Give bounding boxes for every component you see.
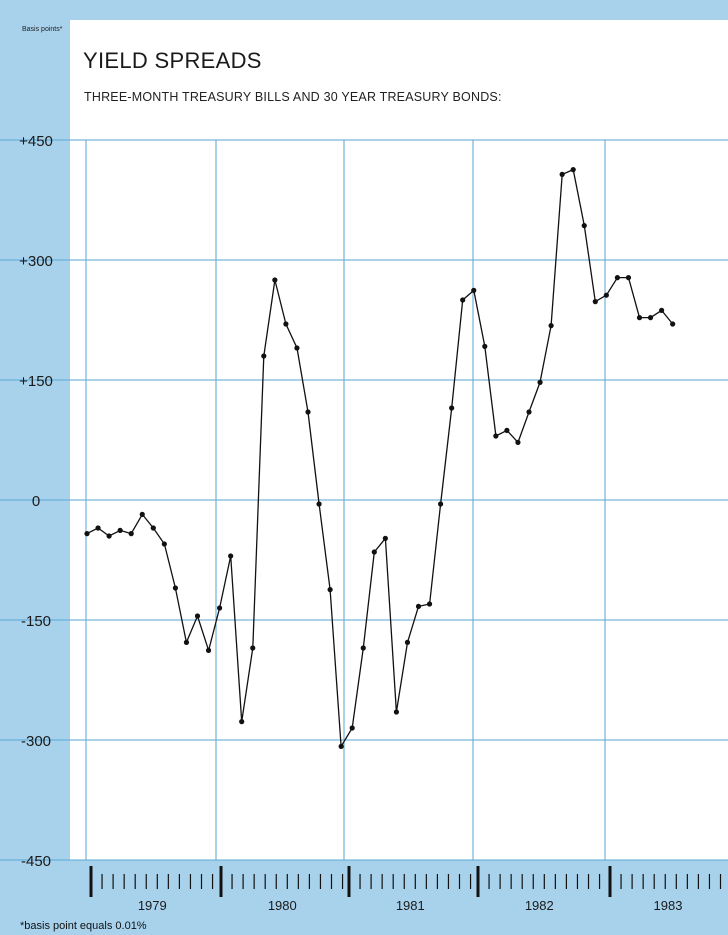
data-point xyxy=(482,343,488,349)
data-point xyxy=(139,511,145,517)
data-point xyxy=(537,379,543,385)
data-point xyxy=(228,553,234,559)
y-tick-label: -450 xyxy=(21,853,51,870)
data-point xyxy=(294,345,300,351)
data-point xyxy=(194,613,201,619)
grid xyxy=(0,139,728,861)
data-point xyxy=(360,645,366,651)
data-point xyxy=(636,315,643,321)
x-tick-label: 1979 xyxy=(138,898,167,913)
data-point xyxy=(460,297,466,303)
data-point xyxy=(217,605,223,611)
data-point xyxy=(205,647,212,654)
data-point xyxy=(239,719,245,725)
x-axis: 1979 1980 1981 1982 1983 xyxy=(89,866,722,913)
data-point xyxy=(172,585,178,591)
x-tick-label: 1981 xyxy=(396,898,425,913)
data-point xyxy=(95,525,101,531)
data-point xyxy=(250,645,256,651)
y-tick-label: -150 xyxy=(21,613,51,630)
data-point xyxy=(382,535,388,542)
y-tick-label: -300 xyxy=(21,733,51,750)
data-point xyxy=(338,743,344,750)
data-point xyxy=(371,549,377,555)
data-point xyxy=(438,501,444,507)
data-point xyxy=(415,603,422,610)
data-point xyxy=(261,353,267,359)
data-point xyxy=(515,439,521,445)
data-point xyxy=(316,501,322,507)
x-tick-label: 1982 xyxy=(525,898,554,913)
data-point xyxy=(559,171,565,177)
data-point xyxy=(625,275,632,281)
data-point xyxy=(659,307,665,313)
series-line xyxy=(86,168,674,749)
x-tick-label: 1983 xyxy=(654,898,683,913)
data-point xyxy=(493,433,499,439)
data-point xyxy=(106,533,112,539)
y-axis: +450 +300 +150 0 -150 -300 -450 xyxy=(19,133,53,870)
y-tick-label: 0 xyxy=(32,493,40,510)
data-point xyxy=(404,639,411,646)
data-point xyxy=(393,709,399,715)
data-point xyxy=(349,725,355,731)
chart-panel xyxy=(70,20,728,860)
footnote: *basis point equals 0.01% xyxy=(20,920,147,932)
data-point xyxy=(150,525,156,531)
data-point xyxy=(647,315,654,321)
data-point xyxy=(426,601,433,607)
y-axis-unit-label: Basis points* xyxy=(22,26,63,33)
data-point xyxy=(581,223,587,229)
data-point xyxy=(670,321,676,327)
data-point xyxy=(327,587,333,593)
data-point xyxy=(128,531,134,537)
y-tick-label: +150 xyxy=(19,373,53,390)
data-point xyxy=(305,409,311,415)
data-point xyxy=(548,323,554,329)
data-point xyxy=(84,531,90,537)
data-point xyxy=(504,427,510,433)
data-point xyxy=(117,527,123,534)
chart-subtitle: THREE-MONTH TREASURY BILLS AND 30 YEAR T… xyxy=(84,90,502,104)
data-point xyxy=(526,409,532,415)
chart-title: YIELD SPREADS xyxy=(83,48,262,73)
data-point xyxy=(449,405,455,411)
data-point xyxy=(570,167,576,173)
data-point xyxy=(272,277,278,283)
data-point xyxy=(183,639,190,646)
y-tick-label: +300 xyxy=(19,253,53,270)
data-point xyxy=(283,321,289,327)
data-point xyxy=(471,287,477,293)
data-series xyxy=(84,167,676,750)
data-point xyxy=(161,541,167,547)
x-tick-label: 1980 xyxy=(268,898,297,913)
y-tick-label: +450 xyxy=(19,133,53,150)
data-point xyxy=(614,275,621,281)
data-point xyxy=(592,299,598,305)
data-point xyxy=(603,292,609,298)
